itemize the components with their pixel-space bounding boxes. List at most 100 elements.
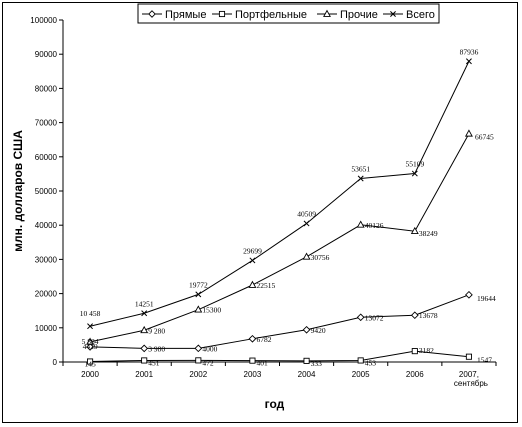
triangle-marker [302, 252, 311, 260]
x-marker-stroke [390, 11, 396, 17]
legend: Прямые Портфельные Прочие Всего [137, 3, 440, 24]
x-marker-stroke [195, 291, 202, 298]
diamond-marker [248, 334, 257, 343]
triangle-marker [410, 226, 419, 235]
series-triangle: 5 884 9 280 15300 22515 30756 40126 38249 66745 [82, 129, 494, 346]
square-marker [465, 353, 472, 360]
y-tick-label: 70000 [35, 119, 58, 128]
legend-entry: Всего [406, 9, 435, 21]
x-marker-stroke [411, 170, 418, 177]
data-label: 4000 [202, 344, 217, 353]
series-square: 145 451 472 401 333 453 3182 1547 [84, 346, 492, 368]
data-label: 145 [84, 360, 96, 369]
data-label: 9 280 [148, 326, 165, 335]
y-axis-title: млн. долларов США [11, 130, 25, 252]
square-marker [357, 357, 364, 364]
x-tick-label: 2003 [244, 370, 262, 379]
data-label: 30756 [311, 253, 330, 262]
data-label: 14251 [135, 299, 154, 308]
y-tick-label: 30000 [35, 255, 58, 264]
triangle-marker [356, 220, 365, 228]
x-tick-label: 2000 [81, 370, 99, 379]
legend-entry: Прочие [340, 9, 378, 21]
data-label: 29699 [243, 246, 262, 255]
triangle-marker [464, 129, 473, 137]
square-marker [87, 358, 94, 365]
y-tick-label: 0 [53, 358, 58, 367]
y-tick-label: 40000 [35, 221, 58, 230]
legend-box [137, 3, 440, 24]
triangle-marker [86, 337, 95, 345]
data-label: 5 884 [82, 337, 99, 346]
y-tick-label: 20000 [35, 290, 58, 299]
y-tick-label: 10000 [35, 324, 58, 333]
series-line [90, 294, 470, 349]
data-label: 22515 [256, 281, 275, 290]
data-label: 40126 [365, 221, 384, 230]
diamond-marker [86, 343, 94, 351]
y-tick-label: 80000 [35, 84, 58, 93]
x-axis-title: год [265, 397, 285, 411]
x-tick-label: 2007, [459, 370, 479, 379]
data-label: 453 [365, 358, 377, 367]
x-tick-label: 2006 [406, 370, 424, 379]
triangle-marker [248, 280, 257, 288]
data-label: 10 458 [80, 309, 101, 318]
square-marker [218, 10, 226, 18]
data-label: 55109 [405, 160, 424, 169]
diamond-marker [465, 290, 473, 299]
square-marker [249, 357, 256, 364]
x-marker-stroke [357, 175, 364, 182]
data-label: 40509 [297, 209, 316, 218]
x-tick-sublabel: сентябрь [454, 379, 488, 388]
data-label: 3182 [419, 346, 434, 355]
data-label: 38249 [419, 229, 438, 238]
x-marker-stroke [141, 310, 148, 317]
square-marker [195, 357, 202, 364]
triangle-marker [140, 325, 149, 334]
diamond-marker [148, 10, 156, 18]
x-tick-label: 2004 [298, 370, 316, 379]
data-label: 19644 [477, 294, 496, 303]
x-marker-stroke [249, 257, 256, 264]
y-tick-label: 100000 [30, 16, 57, 25]
diamond-marker [302, 325, 311, 334]
data-label: 15300 [202, 306, 221, 315]
x-tick-label: 2005 [352, 370, 370, 379]
diamond-marker [140, 344, 149, 353]
data-label: 451 [148, 358, 160, 367]
data-label: 333 [311, 359, 323, 368]
data-label: 66745 [475, 133, 494, 142]
data-label: 9420 [311, 326, 326, 335]
data-label: 3 980 [148, 344, 165, 353]
y-tick-label: 90000 [35, 50, 58, 59]
diamond-marker [356, 313, 365, 322]
legend-entry: Портфельные [235, 9, 307, 21]
diamond-marker [194, 344, 203, 353]
triangle-marker [323, 9, 331, 17]
x-tick-label: 2002 [189, 370, 207, 379]
data-label: 401 [256, 359, 268, 368]
data-label: 53651 [351, 165, 370, 174]
x-tick-label: 2001 [135, 370, 153, 379]
triangle-marker [194, 305, 203, 313]
square-marker [411, 348, 418, 355]
data-label: 13072 [365, 313, 384, 322]
x-marker-stroke [465, 58, 472, 65]
x-marker-stroke [87, 323, 94, 330]
data-label: 6782 [256, 335, 271, 344]
y-tick-label: 50000 [35, 187, 58, 196]
square-marker [141, 357, 148, 364]
y-tick-label: 60000 [35, 153, 58, 162]
data-label: 4429 [83, 342, 98, 351]
data-label: 13678 [419, 311, 438, 320]
data-label: 87936 [460, 47, 479, 56]
series-line [89, 133, 470, 343]
x-marker-stroke [303, 220, 310, 227]
series-line [90, 350, 469, 363]
data-label: 472 [202, 358, 214, 367]
series-x: 10 458 14251 19772 29699 40509 53651 55109 8793… [80, 47, 479, 330]
square-marker [303, 357, 310, 364]
diamond-marker [410, 311, 419, 320]
